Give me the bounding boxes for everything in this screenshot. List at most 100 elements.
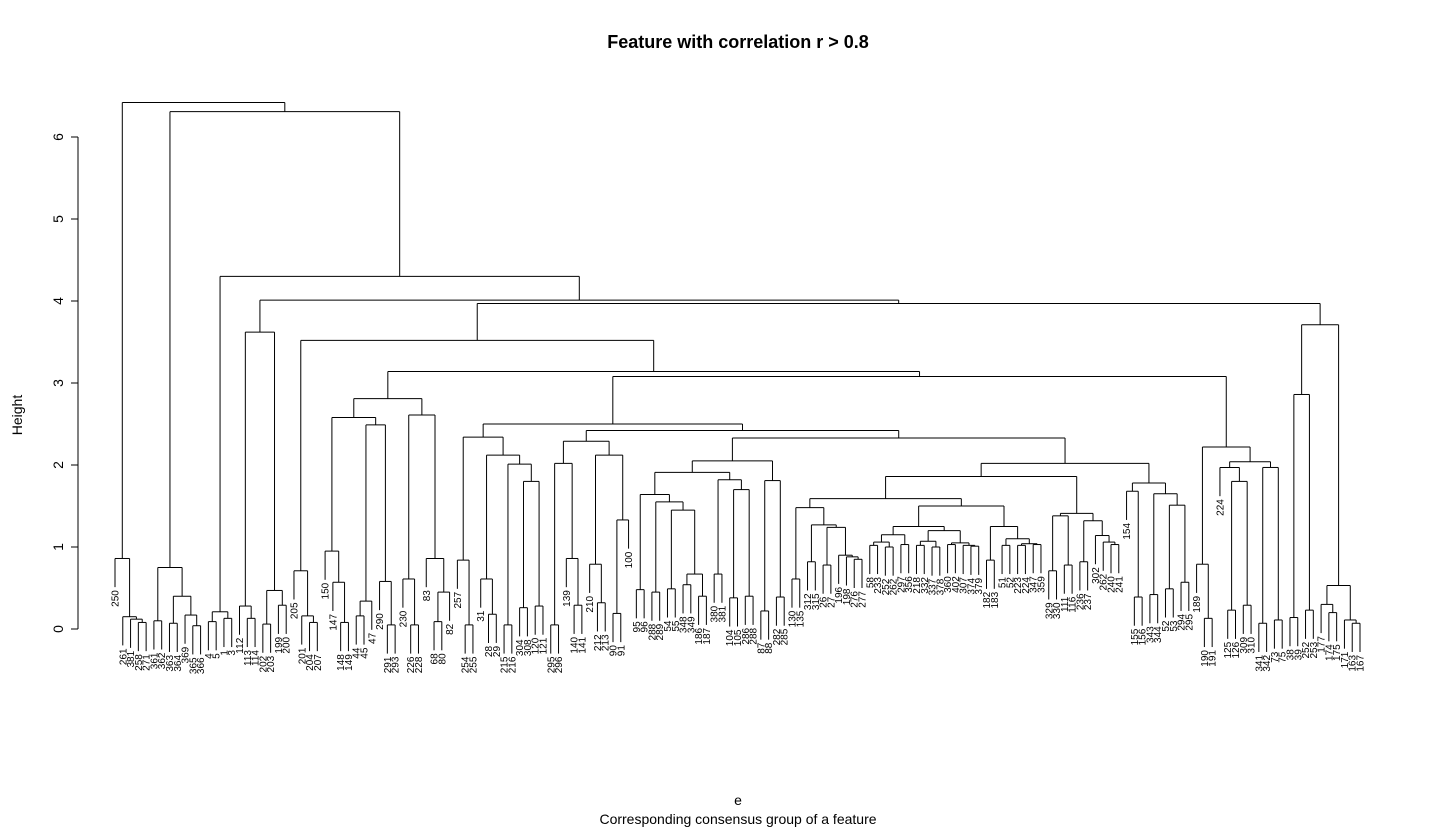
leaf-label: 111 [1060, 596, 1071, 612]
leaf-label: 366 [196, 657, 207, 674]
leaf-label: 130 [787, 610, 798, 627]
leaf-label: 187 [702, 627, 713, 644]
leaf-label: 365 [188, 657, 199, 674]
leaf-label: 343 [1145, 626, 1156, 643]
leaf-label: 51 [998, 577, 1009, 589]
leaf-label: 347 [1029, 576, 1040, 593]
leaf-label: 307 [959, 577, 970, 594]
leaf-label: 233 [873, 577, 884, 594]
leaf-label: 294 [1177, 614, 1188, 631]
leaf-label: 83 [422, 590, 433, 602]
leaf-label: 381 [126, 650, 137, 667]
leaf-label: 252 [1301, 641, 1312, 658]
leaf-label: 90 [609, 645, 620, 657]
leaf-label: 125 [1223, 641, 1234, 658]
leaf-label: 96 [640, 621, 651, 633]
leaf-label: 114 [251, 650, 262, 666]
leaf-label: 58 [865, 577, 876, 589]
leaf-label: 149 [344, 654, 355, 671]
leaf-label: 310 [1247, 636, 1258, 653]
leaf-label: 28 [484, 646, 495, 658]
leaf-label: 315 [811, 593, 822, 610]
leaf-label: 285 [780, 628, 791, 645]
leaf-label: 75 [1278, 651, 1289, 663]
leaf-label: 364 [173, 655, 184, 672]
leaf-label: 5 [212, 653, 223, 659]
leaf-label: 374 [966, 577, 977, 594]
leaf-label: 174 [1324, 644, 1335, 661]
leaf-label: 55 [671, 620, 682, 632]
leaf-label: 341 [1254, 655, 1265, 672]
leaf-label: 155 [1130, 628, 1141, 645]
leaf-label: 293 [391, 656, 402, 673]
x-axis-subtitle: Corresponding consensus group of a featu… [599, 811, 876, 827]
leaf-label: 154 [1122, 523, 1133, 540]
chart-title: Feature with correlation r > 0.8 [607, 32, 869, 52]
leaf-label: 349 [686, 616, 697, 633]
leaf-label: 196 [834, 586, 845, 603]
leaf-label: 240 [1107, 576, 1118, 593]
leaf-label: 105 [733, 629, 744, 646]
leaf-label: 186 [694, 627, 705, 644]
leaf-label: 39 [1293, 649, 1304, 661]
leaf-label: 312 [803, 593, 814, 610]
leaf-label: 200 [282, 636, 293, 653]
leaf-label: 141 [577, 636, 588, 653]
leaf-label: 26 [819, 596, 830, 608]
leaf-label: 205 [289, 602, 300, 619]
leaf-label: 309 [1239, 636, 1250, 653]
leaf-label: 348 [679, 616, 690, 633]
leaf-label: 126 [1231, 641, 1242, 658]
leaf-label: 198 [842, 588, 853, 605]
leaf-label: 223 [1013, 577, 1024, 594]
leaf-label: 100 [624, 551, 635, 568]
leaf-label: 304 [515, 639, 526, 656]
leaf-label: 29 [492, 646, 503, 658]
leaf-label: 163 [1348, 655, 1359, 672]
leaf-label: 250 [111, 590, 122, 607]
leaf-label: 87 [756, 642, 767, 654]
leaf-label: 258 [134, 654, 145, 671]
leaf-label: 120 [531, 637, 542, 654]
leaf-label: 177 [1317, 636, 1328, 653]
leaf-label: 203 [266, 655, 277, 672]
leaf-label: 226 [406, 656, 417, 673]
leaf-label: 104 [725, 629, 736, 646]
leaf-label: 139 [562, 590, 573, 607]
leaf-label: 150 [321, 582, 332, 599]
leaf-label: 140 [570, 636, 581, 653]
leaf-label: 148 [336, 654, 347, 671]
leaf-label: 224 [1021, 577, 1032, 594]
leaf-label: 204 [305, 654, 316, 671]
leaf-label: 337 [928, 578, 939, 595]
leaf-label: 271 [142, 654, 153, 671]
leaf-label: 342 [1262, 655, 1273, 672]
leaf-label: 183 [990, 591, 1001, 608]
leaf-label: 116 [1068, 596, 1079, 612]
leaf-label: 360 [943, 576, 954, 593]
leaf-label: 212 [593, 634, 604, 651]
leaf-label: 262 [889, 578, 900, 595]
leaf-label: 135 [795, 610, 806, 627]
leaf-label: 290 [375, 613, 386, 630]
leaf-label: 297 [896, 576, 907, 593]
leaf-label: 276 [850, 591, 861, 608]
leaf-label: 121 [538, 637, 549, 654]
leaf-label: 201 [297, 647, 308, 664]
leaf-label: 4 [204, 653, 215, 659]
leaf-label: 378 [935, 578, 946, 595]
leaf-label: 175 [1332, 644, 1343, 661]
leaf-label: 380 [710, 605, 721, 622]
leaf-label: 182 [982, 591, 993, 608]
leaf-label: 210 [585, 595, 596, 612]
leaf-label: 359 [1036, 576, 1047, 593]
leaf-label: 228 [414, 656, 425, 673]
leaf-label: 330 [1052, 602, 1063, 619]
leaf-label: 45 [360, 647, 371, 659]
leaf-label: 80 [437, 653, 448, 665]
leaf-label: 52 [1005, 577, 1016, 589]
y-tick-label: 6 [50, 133, 66, 141]
leaf-label: 362 [157, 652, 168, 669]
leaf-label: 277 [858, 591, 869, 608]
y-tick-label: 5 [50, 215, 66, 223]
